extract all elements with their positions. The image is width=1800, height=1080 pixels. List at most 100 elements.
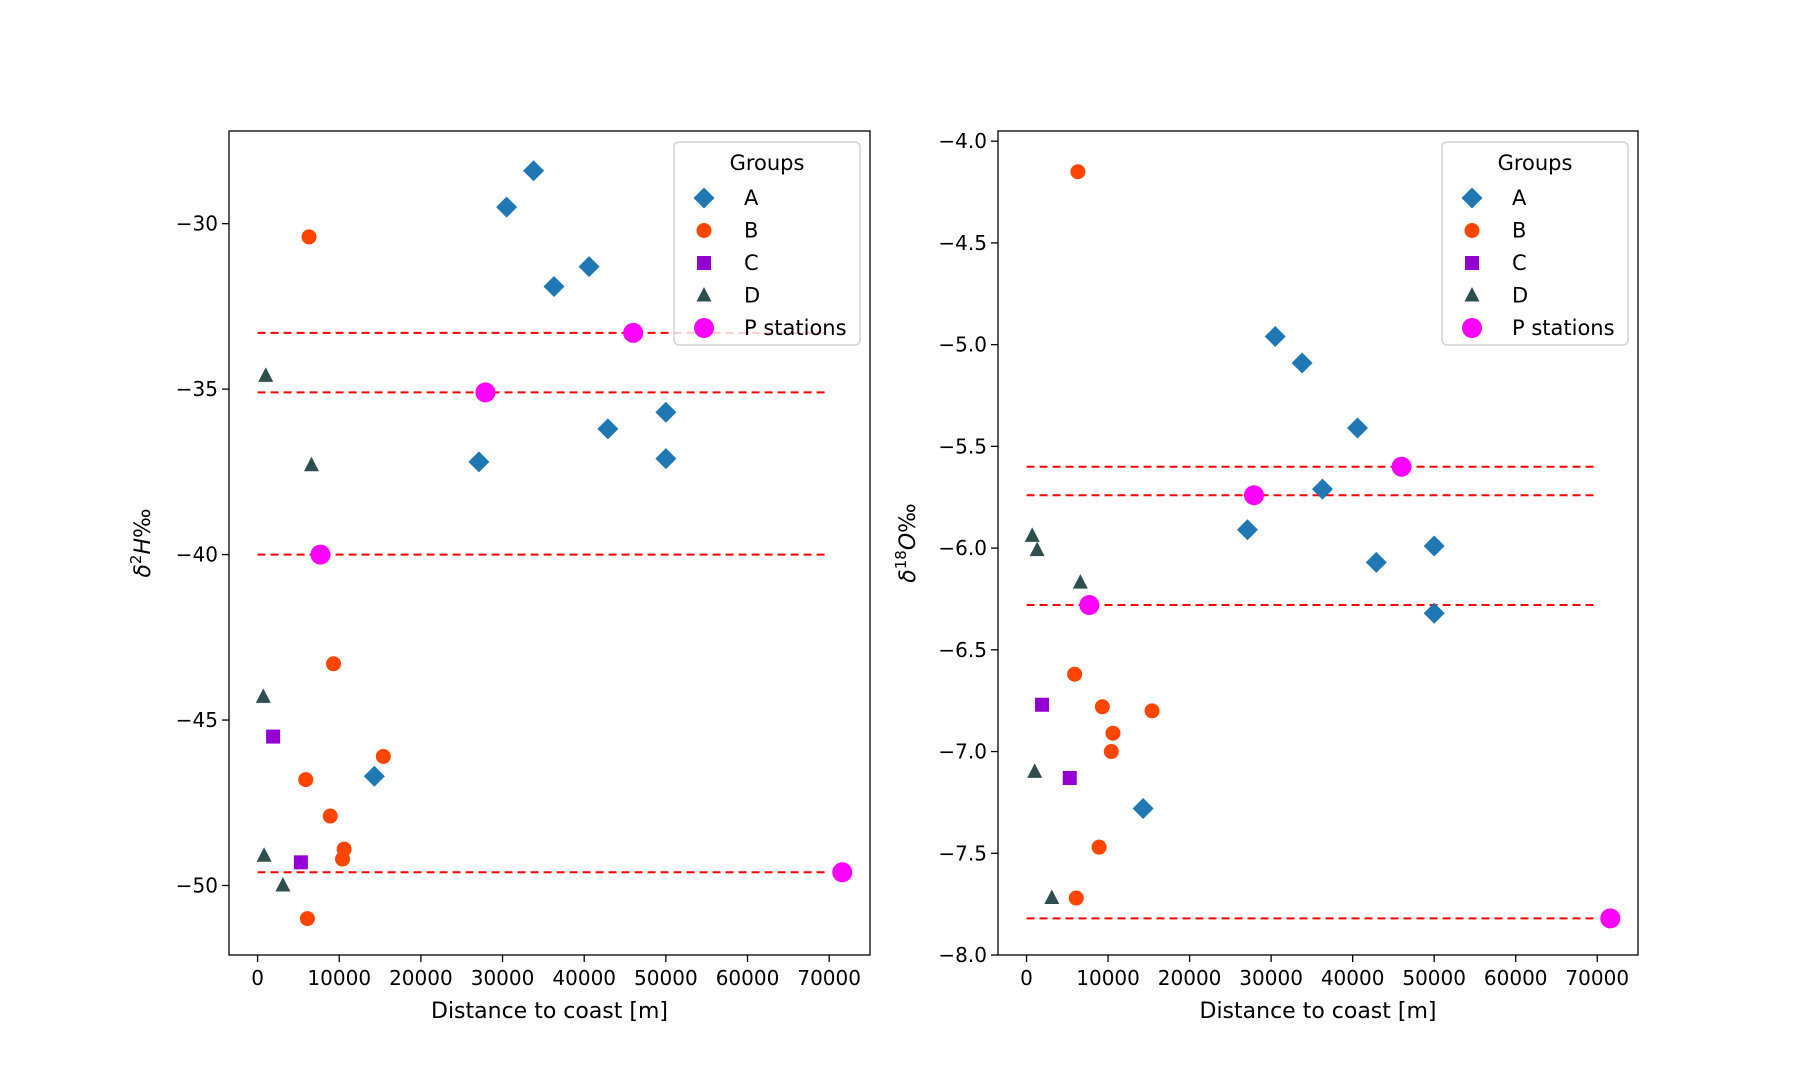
point-a: [1365, 551, 1387, 573]
legend-label-c: C: [744, 251, 759, 275]
point-a: [1423, 535, 1445, 557]
point-b: [298, 772, 314, 788]
point-d: [258, 367, 274, 382]
legend-marker-d: [696, 287, 712, 302]
point-a: [363, 765, 385, 787]
x-tick-label: 70000: [1565, 966, 1629, 990]
point-b: [301, 229, 317, 245]
point-b: [326, 656, 342, 672]
point-b: [335, 851, 351, 867]
x-tick-label: 60000: [716, 966, 780, 990]
point-a: [1236, 519, 1258, 541]
legend-box: [673, 141, 861, 346]
y-tick-label: −6.5: [938, 638, 987, 662]
legend-marker-a: [693, 187, 715, 209]
point-b: [1070, 164, 1086, 180]
y-tick-label: −5.0: [938, 333, 987, 357]
point-d: [1072, 574, 1088, 589]
y-tick-label: −7.5: [938, 841, 987, 865]
x-tick-label: 10000: [1076, 966, 1140, 990]
x-tick-label: 0: [251, 966, 264, 990]
legend-label-a: A: [1512, 186, 1527, 210]
point-a: [655, 448, 677, 470]
x-tick-label: 40000: [1321, 966, 1385, 990]
point-c: [293, 855, 308, 870]
y-axis-label: δ18O‰: [892, 503, 921, 582]
point-p-stations: [310, 544, 331, 565]
legend-marker-c: [697, 256, 711, 270]
point-d: [256, 847, 272, 862]
point-p-stations: [475, 382, 496, 403]
x-tick-label: 0: [1020, 966, 1033, 990]
legend-box: [1441, 141, 1629, 346]
x-tick-label: 20000: [1158, 966, 1222, 990]
legend-label-c: C: [1512, 251, 1527, 275]
legend-marker-b: [696, 223, 712, 238]
x-axis-label: Distance to coast [m]: [1200, 999, 1437, 1024]
point-a: [468, 451, 490, 473]
legend-label-a: A: [744, 186, 759, 210]
point-b: [1067, 666, 1083, 682]
point-a: [1132, 798, 1154, 820]
x-axis-label: Distance to coast [m]: [431, 999, 668, 1024]
x-tick-label: 20000: [389, 966, 453, 990]
legend-marker-b: [1464, 223, 1480, 238]
point-p-stations: [832, 862, 853, 883]
x-tick-label: 60000: [1484, 966, 1548, 990]
y-tick-label: −40: [176, 543, 218, 567]
point-d: [1029, 541, 1045, 557]
chart-panel-1: 0 10000 20000 30000 40000 50000 60000 70000 −50 −…: [127, 130, 871, 1024]
y-tick-label: −5.5: [938, 434, 987, 458]
point-d: [255, 688, 271, 703]
point-d: [1027, 763, 1043, 778]
point-a: [1311, 478, 1333, 500]
legend-label-p-stations: P stations: [1512, 316, 1615, 340]
point-b: [1103, 744, 1119, 760]
legend-marker-c: [1465, 256, 1479, 270]
point-p-stations: [1079, 595, 1100, 616]
point-p-stations: [1391, 456, 1412, 477]
y-tick-label: −8.0: [938, 943, 987, 967]
x-tick-label: 40000: [552, 966, 616, 990]
chart-panel-2: 0 10000 20000 30000 40000 50000 60000 70000 −8.0…: [892, 129, 1639, 1024]
legend-marker-p-stations: [1462, 318, 1482, 338]
legend-label-d: D: [744, 284, 760, 308]
point-d: [303, 456, 319, 472]
point-p-stations: [1244, 485, 1264, 506]
legend-title: Groups: [1498, 151, 1573, 175]
y-axis-label: δ2H‰: [127, 508, 156, 577]
x-tick-label: 30000: [471, 966, 535, 990]
legend-label-p-stations: P stations: [744, 316, 847, 340]
point-a: [655, 401, 677, 423]
point-a: [1423, 602, 1445, 624]
point-a: [1347, 417, 1369, 439]
point-a: [1264, 325, 1286, 347]
y-tick-label: −35: [176, 377, 218, 401]
legend-label-b: B: [744, 219, 758, 243]
point-b: [1068, 890, 1084, 906]
point-d: [1044, 889, 1060, 905]
x-tick-label: 50000: [634, 966, 698, 990]
point-c: [1035, 697, 1050, 712]
point-a: [523, 160, 545, 182]
legend-title: Groups: [730, 151, 805, 175]
y-tick-label: −4.5: [938, 231, 987, 255]
point-c: [266, 729, 281, 744]
x-tick-label: 70000: [797, 966, 861, 990]
plot-frame: [228, 130, 871, 956]
x-tick-label: 30000: [1239, 966, 1303, 990]
point-a: [1291, 352, 1313, 374]
point-b: [1091, 839, 1107, 855]
legend-marker-p-stations: [694, 318, 714, 338]
point-d: [1024, 527, 1040, 542]
point-b: [1105, 725, 1121, 741]
legend-marker-d: [1464, 287, 1480, 302]
point-a: [578, 256, 600, 278]
y-tick-label: −30: [176, 212, 218, 236]
point-p-stations: [1600, 908, 1621, 929]
y-tick-label: −50: [176, 874, 218, 898]
point-a: [543, 276, 565, 298]
legend-label-d: D: [1512, 284, 1528, 308]
